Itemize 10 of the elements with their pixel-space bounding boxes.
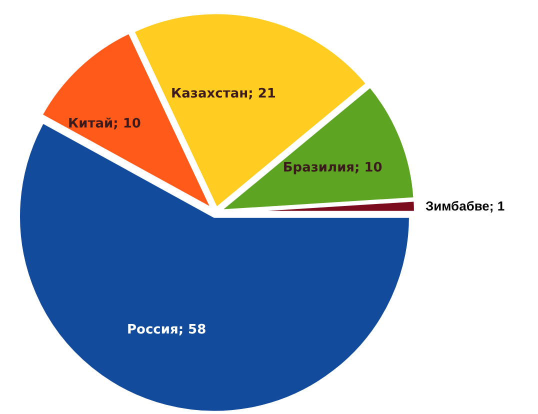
- data-label: ; 10: [113, 116, 141, 132]
- slice-label: Зимбабве: [425, 198, 490, 214]
- data-label: ; 58: [178, 322, 206, 338]
- slice-label: Россия: [126, 322, 178, 338]
- slice-label: Китай: [68, 116, 114, 132]
- data-label: ; 21: [248, 86, 276, 102]
- data-label: ; 10: [354, 160, 382, 176]
- data-label: ; 1: [489, 198, 505, 214]
- slice-label: Бразилия: [282, 160, 355, 176]
- slice-label: Казахстан: [171, 86, 248, 102]
